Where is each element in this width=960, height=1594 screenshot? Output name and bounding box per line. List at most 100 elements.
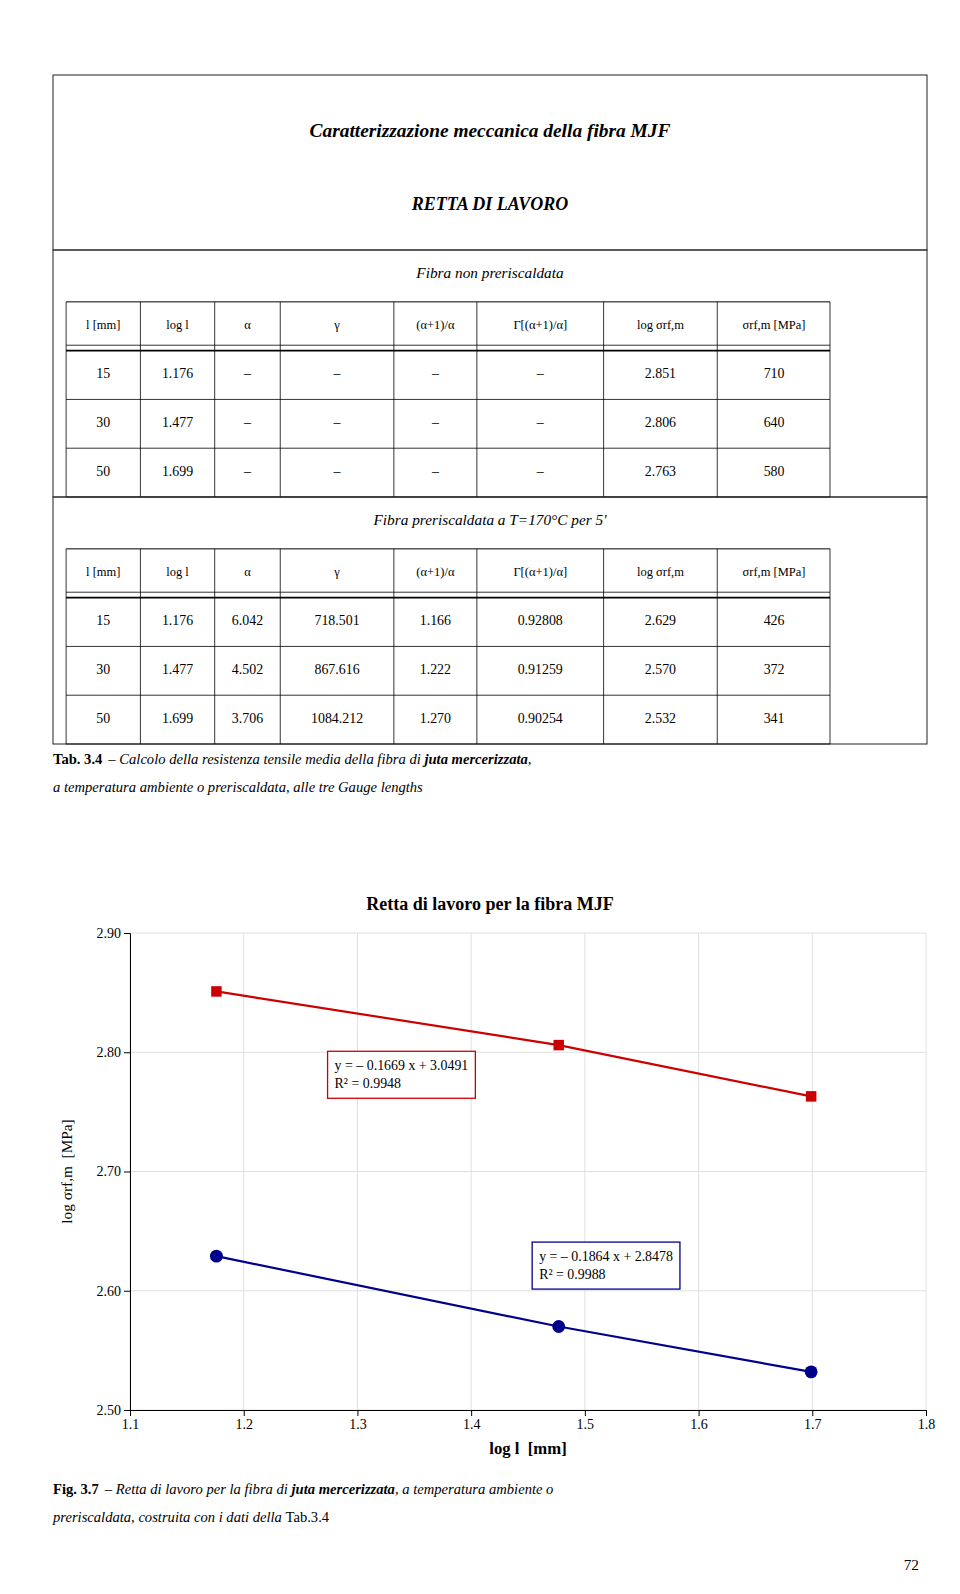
x-tick-label: 1.3 [349,1417,367,1432]
y-axis-title: log σrf,m [MPa] [58,1119,75,1223]
table-cell: 15 [96,366,110,381]
x-tick-label: 1.8 [918,1417,936,1432]
table-cell: 30 [96,415,110,430]
table-cell: 6.042 [232,613,263,628]
series-line [216,1256,811,1372]
y-tick: 2.60 [97,1284,131,1299]
table-column-rule [280,549,281,744]
table-header: l [mm] [86,565,120,579]
chart-title: Retta di lavoro per la fibra MJF [366,894,613,914]
table-column-rule [66,302,67,497]
table-cell: 341 [764,711,785,726]
y-tick-label: 2.70 [97,1164,122,1179]
table-cell: – [536,366,545,381]
table-cell: 372 [764,662,785,677]
page-title: Caratterizzazione meccanica della fibra … [310,120,671,141]
x-tick: 1.2 [235,1410,253,1432]
table-header: l [mm] [86,318,120,332]
y-tick: 2.80 [97,1045,131,1060]
table-rule [66,448,830,449]
table-cell: 2.570 [645,662,676,677]
table-column-rule [214,549,215,744]
table-caption-part: a temperatura ambiente o preriscaldata, … [53,779,423,795]
table-title: Fibra preriscaldata a T=170°C per 5′ [373,511,608,528]
table-cell: 580 [764,464,785,479]
table-cell: 2.851 [645,366,676,381]
table-caption-part: – Calcolo della resistenza tensile media… [107,751,424,767]
y-tick: 2.70 [97,1164,131,1179]
y-tick-mark [124,1410,130,1411]
figure-caption-part: , a temperatura ambiente o [395,1481,553,1497]
table-cell: – [431,366,440,381]
annotation-text: y = – 0.1864 x + 2.8478R² = 0.9988 [539,1249,673,1282]
figure-caption-part: Fig. 3.7 [53,1481,99,1497]
x-tick: 1.7 [804,1410,822,1432]
annotation-line: y = – 0.1669 x + 3.0491 [335,1058,469,1073]
table-header: γ [333,565,340,579]
x-tick-label: 1.4 [463,1417,481,1432]
x-tick-label: 1.5 [577,1417,595,1432]
table-cell: 1.699 [162,711,193,726]
y-tick-label: 2.50 [97,1403,122,1418]
table-header: σrf,m [MPa] [743,565,806,579]
table-rule [66,350,830,352]
table-cell: 2.763 [645,464,676,479]
table: Fibra preriscaldata a T=170°C per 5′ l [m… [53,497,927,744]
title-box: Caratterizzazione meccanica della fibra … [53,75,927,250]
table-cell: 0.91259 [518,662,563,677]
table-cell: 3.706 [232,711,263,726]
series-point [210,1250,223,1263]
annotation: y = – 0.1864 x + 2.8478R² = 0.9988 [532,1242,680,1289]
table-column-rule [603,302,604,497]
figure-caption-part: juta mercerizzata [290,1481,395,1497]
table-cell: 1.176 [162,613,193,628]
table-cell: 1.699 [162,464,193,479]
table-cell: 0.92808 [518,613,563,628]
table-header: γ [333,318,340,332]
table-cell: 718.501 [314,613,359,628]
table-cell: – [333,366,342,381]
table-title: Fibra non preriscaldata [415,264,564,281]
y-tick: 2.90 [97,926,131,941]
table-frame [53,497,927,744]
table-column-rule [829,549,830,744]
annotation-line: R² = 0.9948 [335,1076,401,1091]
figure-caption: preriscaldata, costruita con i dati dell… [52,1509,330,1525]
table-column-rule [393,549,394,744]
table-header: log l [166,318,189,332]
figure-caption-part: Tab.3.4 [286,1509,330,1525]
table-header: α [244,565,251,579]
table-cell: 867.616 [314,662,359,677]
table-rule [66,744,830,745]
x-tick-label: 1.7 [804,1417,822,1432]
x-tick: 1.3 [349,1410,367,1432]
table-cell: – [431,464,440,479]
title-frame [53,75,927,250]
table-column-rule [603,549,604,744]
table-cell: 50 [96,711,110,726]
table-cell: – [536,464,545,479]
x-tick: 1.5 [577,1410,595,1432]
table-cell: 1.166 [420,613,451,628]
page-number: 72 [904,1556,919,1573]
table-cell: 710 [764,366,785,381]
table-caption-part: juta mercerizzata [422,751,527,767]
table-rule [66,646,830,647]
table-column-rule [66,549,67,744]
marks [210,986,818,1378]
figure-caption-part: – Retta di lavoro per la fibra di [104,1481,292,1497]
table-column-rule [717,549,718,744]
x-axis-title: log l [mm] [489,1439,566,1458]
table-header: (α+1)/α [416,565,455,579]
table-caption: a temperatura ambiente o preriscaldata, … [53,779,423,795]
y-tick-label: 2.90 [97,926,122,941]
table-cell: 0.90254 [518,711,563,726]
y-tick-mark [124,1172,130,1173]
y-tick-label: 2.80 [97,1045,122,1060]
table-cell: – [333,464,342,479]
table-column-rule [280,302,281,497]
table-cell: 1.222 [420,662,451,677]
table-column-rule [140,302,141,497]
table-column-rule [214,302,215,497]
table-cell: 2.629 [645,613,676,628]
